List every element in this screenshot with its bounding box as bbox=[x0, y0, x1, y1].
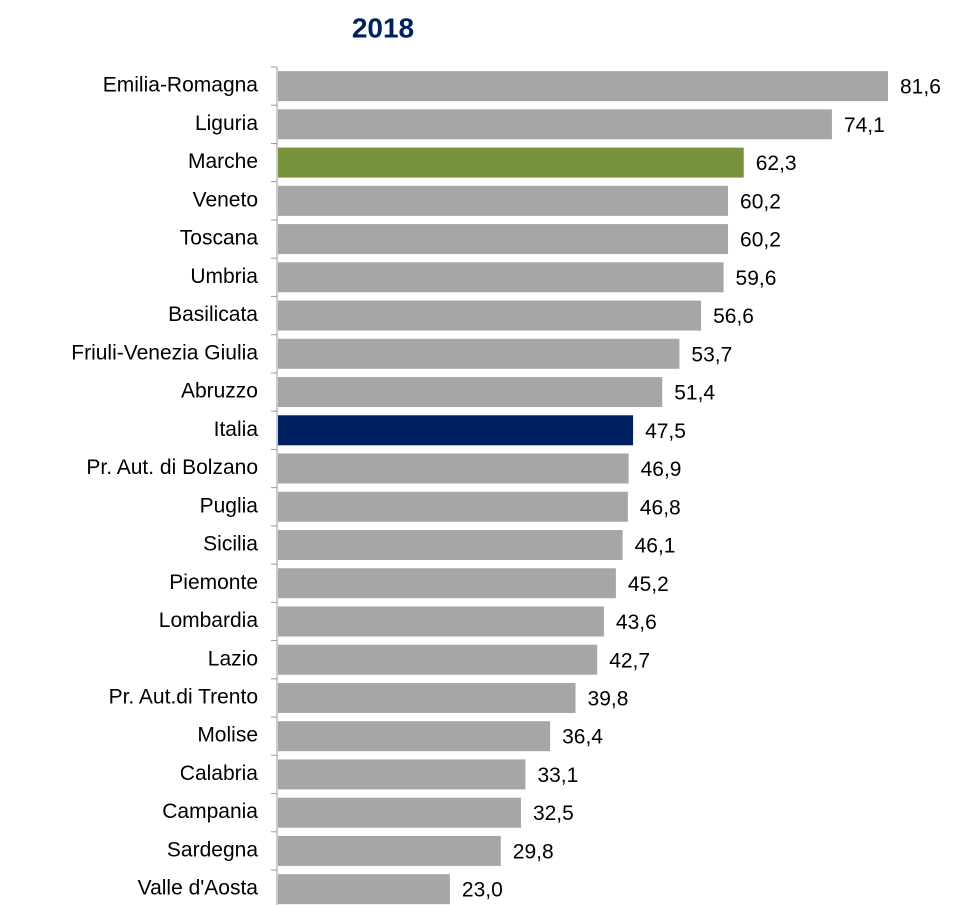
bar bbox=[278, 874, 450, 905]
bar bbox=[278, 415, 634, 446]
value-label: 23,0 bbox=[462, 879, 503, 902]
value-label: 46,8 bbox=[640, 496, 681, 519]
bar bbox=[278, 491, 628, 522]
category-label: Toscana bbox=[180, 227, 259, 250]
value-label: 56,6 bbox=[713, 305, 754, 328]
chart-title: 2018 bbox=[352, 12, 414, 43]
bar bbox=[278, 797, 521, 828]
bar bbox=[278, 721, 551, 752]
value-label: 60,2 bbox=[740, 190, 781, 213]
bar bbox=[278, 300, 702, 331]
bar bbox=[278, 453, 629, 484]
value-label: 74,1 bbox=[844, 114, 885, 137]
value-label: 60,2 bbox=[740, 229, 781, 252]
bar bbox=[278, 606, 604, 637]
bar bbox=[278, 759, 526, 790]
value-label: 36,4 bbox=[562, 726, 603, 749]
bar bbox=[278, 644, 598, 675]
category-label: Basilicata bbox=[168, 303, 258, 326]
bar bbox=[278, 71, 888, 102]
bar bbox=[278, 530, 623, 560]
category-label: Veneto bbox=[193, 188, 258, 211]
category-label: Sardegna bbox=[167, 838, 258, 861]
category-label: Italia bbox=[214, 418, 259, 441]
value-label: 29,8 bbox=[513, 840, 554, 863]
value-label: 81,6 bbox=[900, 76, 941, 99]
bar bbox=[278, 377, 663, 408]
bar bbox=[278, 109, 832, 140]
bar bbox=[278, 568, 616, 599]
bar bbox=[278, 185, 729, 216]
category-label: Molise bbox=[197, 724, 258, 747]
value-label: 51,4 bbox=[674, 382, 715, 405]
value-label: 53,7 bbox=[691, 343, 732, 366]
category-label: Friuli-Venezia Giulia bbox=[71, 341, 258, 364]
bar bbox=[278, 835, 501, 866]
bar bbox=[278, 224, 729, 255]
value-label: 59,6 bbox=[736, 267, 777, 290]
value-label: 62,3 bbox=[756, 152, 797, 175]
category-label: Abruzzo bbox=[181, 380, 258, 403]
value-label: 33,1 bbox=[537, 764, 578, 787]
bar bbox=[278, 147, 744, 178]
value-label: 43,6 bbox=[616, 611, 657, 634]
category-label: Lombardia bbox=[159, 609, 259, 632]
value-label: 39,8 bbox=[588, 688, 629, 711]
value-label: 46,1 bbox=[635, 535, 676, 558]
value-label: 42,7 bbox=[609, 649, 650, 672]
category-label: Pr. Aut.di Trento bbox=[109, 686, 258, 709]
category-label: Campania bbox=[162, 800, 258, 823]
category-label: Valle d'Aosta bbox=[138, 877, 259, 900]
category-label: Puglia bbox=[200, 494, 259, 517]
category-label: Lazio bbox=[208, 647, 258, 670]
category-label: Emilia-Romagna bbox=[103, 74, 259, 97]
category-label: Calabria bbox=[180, 762, 259, 785]
category-label: Piemonte bbox=[169, 571, 258, 594]
category-label: Pr. Aut. di Bolzano bbox=[86, 456, 258, 479]
value-label: 47,5 bbox=[645, 420, 686, 443]
value-label: 46,9 bbox=[641, 458, 682, 481]
category-label: Marche bbox=[188, 150, 258, 173]
category-label: Umbria bbox=[190, 265, 258, 288]
bar bbox=[278, 338, 680, 369]
value-label: 45,2 bbox=[628, 573, 669, 596]
bar bbox=[278, 682, 576, 713]
value-label: 32,5 bbox=[533, 802, 574, 825]
category-label: Sicilia bbox=[203, 533, 258, 556]
category-label: Liguria bbox=[195, 112, 258, 135]
bar bbox=[278, 262, 724, 293]
